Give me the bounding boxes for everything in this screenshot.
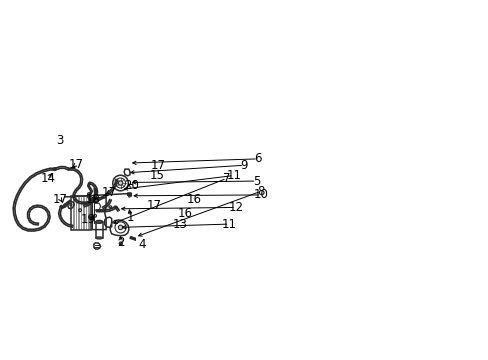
Text: 8: 8 xyxy=(257,185,264,198)
Text: 16: 16 xyxy=(186,193,202,206)
Text: 11: 11 xyxy=(226,169,241,182)
Text: 17: 17 xyxy=(147,199,162,212)
Text: 16: 16 xyxy=(177,207,192,220)
Text: 1: 1 xyxy=(126,211,134,224)
Text: 17: 17 xyxy=(53,193,68,206)
Text: 20: 20 xyxy=(123,179,138,192)
Text: 18: 18 xyxy=(85,193,101,206)
Text: 14: 14 xyxy=(41,172,55,185)
Circle shape xyxy=(118,225,122,230)
Text: 12: 12 xyxy=(228,201,243,214)
Text: 4: 4 xyxy=(138,238,145,251)
Text: 17: 17 xyxy=(101,186,116,199)
Circle shape xyxy=(118,181,122,185)
Text: 17: 17 xyxy=(68,158,83,171)
Text: 9: 9 xyxy=(240,159,247,172)
Text: 11: 11 xyxy=(222,217,237,230)
Text: 13: 13 xyxy=(172,217,187,230)
Text: 19: 19 xyxy=(81,212,95,226)
Text: 7: 7 xyxy=(223,172,230,185)
Text: 5: 5 xyxy=(252,175,260,188)
Text: 6: 6 xyxy=(254,152,262,165)
Text: 15: 15 xyxy=(149,169,163,182)
Text: 3: 3 xyxy=(57,134,64,147)
Text: 17: 17 xyxy=(150,159,165,172)
Text: 10: 10 xyxy=(253,188,268,202)
Text: 2: 2 xyxy=(117,235,124,249)
Polygon shape xyxy=(130,236,132,238)
